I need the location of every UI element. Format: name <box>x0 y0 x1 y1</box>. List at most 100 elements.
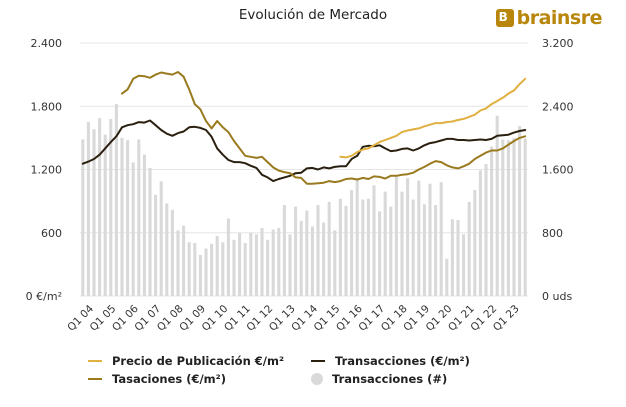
bar-transacciones-num <box>344 205 348 296</box>
bar-transacciones-num <box>92 129 96 296</box>
bar-transacciones-num <box>378 211 382 296</box>
bar-transacciones-num <box>142 154 146 296</box>
y-left-tick-label: 2.400 <box>31 37 63 50</box>
bar-transacciones-num <box>103 134 107 296</box>
bar-transacciones-num <box>445 258 449 296</box>
bar-transacciones-num <box>417 180 421 296</box>
legend-swatch-tasaciones <box>88 378 102 380</box>
bar-transacciones-num <box>450 219 454 296</box>
legend-swatch-precio <box>88 360 102 362</box>
line-transacciones-m2 <box>81 119 527 183</box>
bar-transacciones-num <box>518 126 522 296</box>
legend-item-transacciones-m2: Transacciones (€/m²) <box>311 354 470 368</box>
bar-transacciones-num <box>288 234 292 296</box>
bar-transacciones-num <box>254 234 258 296</box>
bar-transacciones-num <box>243 243 247 296</box>
bar-transacciones-num <box>495 115 499 296</box>
bar-transacciones-num <box>422 204 426 296</box>
bar-transacciones-num <box>271 229 275 296</box>
bar-transacciones-num <box>456 220 460 296</box>
line-precio-publicacion <box>339 77 527 159</box>
legend-label-transacciones-num: Transacciones (#) <box>332 372 448 386</box>
bar-transacciones-num <box>148 167 152 296</box>
bar-transacciones-num <box>126 140 130 296</box>
bar-transacciones-num <box>322 222 326 296</box>
bar-transacciones-num <box>260 228 264 296</box>
bar-transacciones-num <box>165 203 169 296</box>
bar-transacciones-num <box>490 146 494 296</box>
bar-transacciones-num <box>316 205 320 296</box>
bar-transacciones-num <box>176 230 180 296</box>
bar-transacciones-num <box>434 205 438 296</box>
y-left-tick-label: 0 €/m² <box>26 290 62 303</box>
y-left-tick-label: 600 <box>41 227 62 240</box>
bar-transacciones-num <box>266 239 270 296</box>
bar-transacciones-num <box>389 206 393 296</box>
legend-swatch-transacciones-num <box>311 373 323 385</box>
bar-transacciones-num <box>355 179 359 296</box>
bar-transacciones-num <box>170 209 174 296</box>
bar-transacciones-num <box>232 239 236 296</box>
bar-transacciones-num <box>193 243 197 296</box>
bar-transacciones-num <box>277 228 281 296</box>
bar-transacciones-num <box>462 234 466 296</box>
bar-transacciones-num <box>428 183 432 296</box>
legend-label-precio: Precio de Publicación €/m² <box>112 354 284 368</box>
bar-transacciones-num <box>159 181 163 296</box>
bar-transacciones-num <box>366 198 370 296</box>
bar-transacciones-num <box>406 178 410 296</box>
bar-transacciones-num <box>215 235 219 296</box>
brainsre-logo-icon: B <box>495 9 514 27</box>
y-right-tick-label: 0 uds <box>542 290 572 303</box>
brand-logo: B brainsre <box>495 7 603 29</box>
bar-transacciones-num <box>310 226 314 296</box>
bar-transacciones-num <box>120 137 124 296</box>
bar-transacciones-num <box>333 230 337 296</box>
bar-transacciones-num <box>226 218 230 296</box>
bar-transacciones-num <box>299 220 303 296</box>
bar-transacciones-num <box>198 254 202 296</box>
legend-item-precio: Precio de Publicación €/m² <box>88 354 284 368</box>
bar-transacciones-num <box>238 232 242 296</box>
bar-transacciones-num <box>294 206 298 296</box>
bar-transacciones-num <box>506 140 510 296</box>
bar-transacciones-num <box>467 201 471 296</box>
legend-label-tasaciones: Tasaciones (€/m²) <box>112 372 226 386</box>
bar-transacciones-num <box>394 175 398 296</box>
bar-transacciones-num <box>473 190 477 296</box>
bar-transacciones-num <box>210 243 214 296</box>
bar-transacciones-num <box>98 118 102 296</box>
bar-transacciones-num <box>131 162 135 296</box>
line-tasaciones <box>121 71 527 185</box>
bar-transacciones-num <box>137 139 141 296</box>
bar-transacciones-num <box>361 199 365 296</box>
bar-transacciones-num <box>383 191 387 296</box>
bar-transacciones-num <box>501 139 505 296</box>
bar-transacciones-num <box>523 138 527 296</box>
y-right-tick-label: 1.600 <box>542 164 574 177</box>
bar-transacciones-num <box>327 201 331 296</box>
bar-transacciones-num <box>221 242 225 296</box>
bar-transacciones-num <box>282 205 286 296</box>
bar-transacciones-num <box>86 122 90 296</box>
bar-transacciones-num <box>400 191 404 296</box>
legend-item-transacciones-num: Transacciones (#) <box>311 372 447 386</box>
bar-transacciones-num <box>350 190 354 296</box>
bar-transacciones-num <box>411 199 415 296</box>
bar-transacciones-num <box>439 182 443 296</box>
y-right-tick-label: 2.400 <box>542 100 574 113</box>
bar-transacciones-num <box>305 210 309 296</box>
bar-transacciones-num <box>249 232 253 296</box>
bar-transacciones-num <box>338 198 342 296</box>
bar-transacciones-num <box>154 194 158 296</box>
y-right-tick-label: 800 <box>542 227 563 240</box>
bar-transacciones-num <box>182 225 186 296</box>
y-right-tick-label: 3.200 <box>542 37 574 50</box>
logo-text: brainsre <box>516 7 603 29</box>
y-left-tick-label: 1.200 <box>31 164 63 177</box>
legend-item-tasaciones: Tasaciones (€/m²) <box>88 372 226 386</box>
bar-transacciones-num <box>478 170 482 296</box>
bar-transacciones-num <box>204 248 208 296</box>
bar-transacciones-num <box>372 185 376 296</box>
